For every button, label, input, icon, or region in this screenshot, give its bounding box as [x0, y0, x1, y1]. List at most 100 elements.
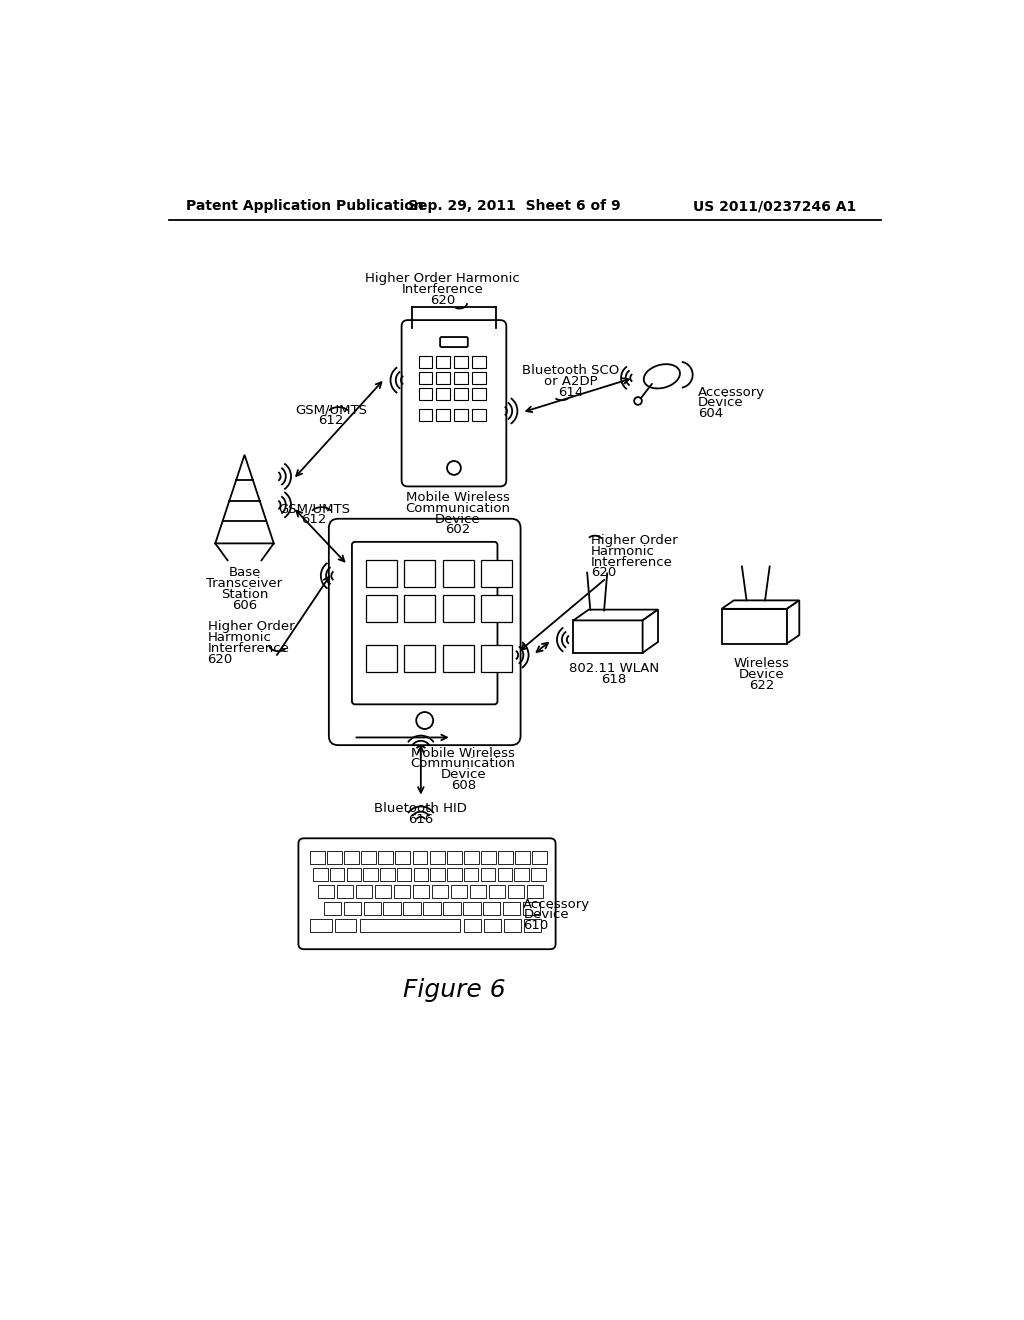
Polygon shape: [643, 610, 658, 653]
Text: Device: Device: [440, 768, 486, 781]
Circle shape: [634, 397, 642, 405]
Text: Communication: Communication: [411, 758, 516, 771]
Text: Interference: Interference: [591, 556, 673, 569]
Text: Mobile Wireless: Mobile Wireless: [412, 747, 515, 760]
Bar: [446, 851, 462, 865]
Text: Bluetooth SCO: Bluetooth SCO: [522, 364, 620, 378]
Text: or A2DP: or A2DP: [544, 375, 598, 388]
Text: Interference: Interference: [401, 284, 483, 296]
Text: Base: Base: [228, 566, 261, 579]
Bar: [498, 851, 513, 865]
Text: Accessory: Accessory: [523, 898, 591, 911]
Bar: [436, 388, 451, 400]
Bar: [395, 851, 411, 865]
FancyBboxPatch shape: [352, 543, 498, 705]
Bar: [366, 645, 396, 672]
Bar: [404, 645, 435, 672]
Bar: [504, 919, 521, 932]
Text: Accessory: Accessory: [698, 385, 765, 399]
Bar: [503, 903, 520, 915]
Bar: [464, 919, 481, 932]
Bar: [472, 388, 485, 400]
Bar: [483, 903, 501, 915]
Bar: [327, 851, 342, 865]
Text: US 2011/0237246 A1: US 2011/0237246 A1: [692, 199, 856, 213]
Text: 620: 620: [591, 566, 616, 579]
Text: 802.11 WLAN: 802.11 WLAN: [569, 663, 659, 675]
Bar: [722, 609, 787, 644]
Bar: [419, 388, 432, 400]
Text: 602: 602: [445, 524, 470, 536]
Bar: [366, 560, 396, 587]
Text: Transceiver: Transceiver: [207, 577, 283, 590]
Bar: [404, 560, 435, 587]
Bar: [419, 372, 432, 384]
Bar: [364, 903, 381, 915]
Text: Mobile Wireless: Mobile Wireless: [406, 491, 510, 504]
Text: 620: 620: [208, 653, 232, 665]
Bar: [472, 355, 485, 368]
Text: Device: Device: [523, 908, 569, 921]
Text: Sep. 29, 2011  Sheet 6 of 9: Sep. 29, 2011 Sheet 6 of 9: [408, 199, 621, 213]
Text: Higher Order: Higher Order: [591, 535, 678, 548]
Bar: [454, 355, 468, 368]
Text: Device: Device: [698, 396, 743, 409]
Bar: [324, 903, 341, 915]
Bar: [397, 869, 412, 882]
Bar: [335, 919, 356, 932]
Bar: [344, 851, 359, 865]
Bar: [346, 869, 361, 882]
Bar: [430, 869, 445, 882]
Bar: [443, 903, 461, 915]
Text: Device: Device: [739, 668, 784, 681]
Bar: [484, 919, 501, 932]
Bar: [310, 919, 332, 932]
Text: 618: 618: [601, 673, 627, 686]
Bar: [442, 560, 473, 587]
Circle shape: [447, 461, 461, 475]
Polygon shape: [573, 610, 658, 620]
Bar: [317, 886, 335, 899]
Text: 612: 612: [318, 414, 343, 428]
Bar: [393, 886, 411, 899]
Polygon shape: [787, 601, 800, 644]
Text: 606: 606: [232, 599, 257, 612]
Bar: [451, 886, 467, 899]
Bar: [413, 851, 427, 865]
Text: Communication: Communication: [406, 502, 510, 515]
Bar: [436, 372, 451, 384]
Circle shape: [416, 711, 433, 729]
Bar: [403, 903, 421, 915]
Bar: [463, 903, 480, 915]
Bar: [481, 595, 512, 622]
Bar: [526, 886, 544, 899]
Bar: [379, 851, 393, 865]
Text: Harmonic: Harmonic: [591, 545, 655, 558]
Bar: [330, 869, 344, 882]
FancyBboxPatch shape: [298, 838, 556, 949]
Bar: [375, 886, 391, 899]
Bar: [532, 851, 547, 865]
Bar: [361, 851, 376, 865]
Bar: [383, 903, 401, 915]
Bar: [419, 409, 432, 421]
Text: 612: 612: [301, 513, 327, 527]
Bar: [515, 851, 530, 865]
Text: Figure 6: Figure 6: [402, 978, 505, 1002]
Bar: [454, 388, 468, 400]
Ellipse shape: [644, 364, 680, 388]
Bar: [531, 869, 546, 882]
Bar: [344, 903, 361, 915]
Text: Patent Application Publication: Patent Application Publication: [186, 199, 424, 213]
Text: 616: 616: [409, 813, 433, 826]
Text: 620: 620: [430, 294, 455, 308]
Text: Bluetooth HID: Bluetooth HID: [375, 803, 467, 816]
Bar: [464, 851, 478, 865]
Bar: [454, 409, 468, 421]
Bar: [447, 869, 462, 882]
Bar: [481, 851, 496, 865]
Bar: [423, 903, 440, 915]
Text: Interference: Interference: [208, 642, 290, 655]
Bar: [366, 595, 396, 622]
Bar: [472, 409, 485, 421]
